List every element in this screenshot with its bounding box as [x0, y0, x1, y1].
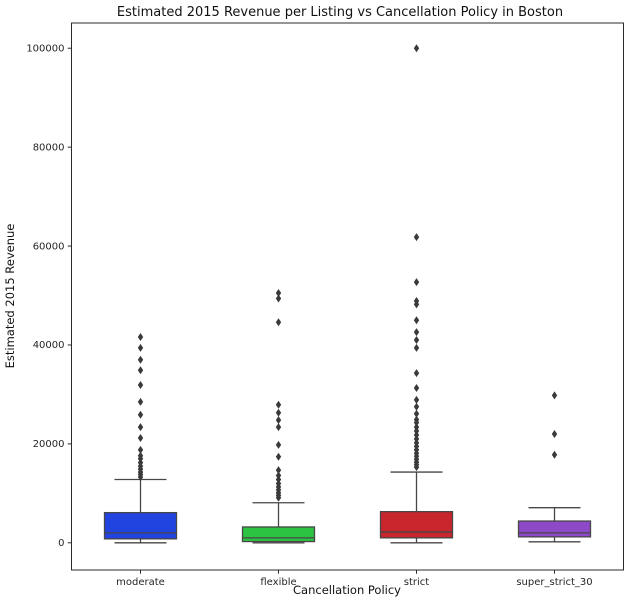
outlier-point-strict: [413, 402, 420, 411]
outlier-point-flexible: [275, 471, 282, 480]
x-tick-label-moderate: moderate: [116, 577, 165, 588]
outlier-point-super_strict_30: [551, 429, 558, 438]
outlier-point-moderate: [137, 381, 144, 390]
outlier-point-flexible: [275, 318, 282, 327]
y-tick-label: 80000: [33, 142, 65, 153]
outlier-point-moderate: [137, 451, 144, 460]
outlier-point-flexible: [275, 423, 282, 432]
outlier-point-strict: [413, 415, 420, 424]
outlier-point-flexible: [275, 416, 282, 425]
chart-title: Estimated 2015 Revenue per Listing vs Ca…: [117, 5, 563, 20]
x-axis-label: Cancellation Policy: [293, 583, 401, 597]
outlier-point-flexible: [275, 400, 282, 409]
outlier-point-strict: [413, 423, 420, 432]
outlier-point-moderate: [137, 355, 144, 364]
outlier-point-flexible: [275, 452, 282, 461]
outlier-point-strict: [413, 383, 420, 392]
outlier-point-strict: [413, 369, 420, 378]
outlier-point-moderate: [137, 410, 144, 419]
outlier-point-strict: [413, 296, 420, 305]
outlier-point-flexible: [275, 440, 282, 449]
outlier-point-flexible: [275, 466, 282, 475]
outlier-point-moderate: [137, 366, 144, 375]
outlier-point-strict: [413, 44, 420, 53]
x-tick-label-flexible: flexible: [260, 577, 296, 588]
outlier-point-super_strict_30: [551, 450, 558, 459]
outlier-point-super_strict_30: [551, 391, 558, 400]
box-flexible: [241, 526, 316, 543]
plot-area: 0 20000 40000 60000 80000 100000 moderate flexi…: [26, 22, 624, 588]
box-moderate: [103, 511, 178, 540]
y-tick-label: 100000: [26, 43, 64, 54]
outlier-point-strict: [413, 233, 420, 242]
x-tick-label-strict: strict: [404, 577, 430, 588]
outlier-point-flexible: [275, 408, 282, 417]
outlier-point-moderate: [137, 333, 144, 342]
x-tick-label-super_strict_30: super_strict_30: [516, 577, 592, 588]
outlier-point-strict: [413, 316, 420, 325]
outlier-point-strict: [413, 409, 420, 418]
y-tick-label: 60000: [33, 241, 65, 252]
outlier-point-strict: [413, 343, 420, 352]
outlier-point-flexible: [275, 289, 282, 298]
outlier-point-moderate: [137, 433, 144, 442]
outlier-point-strict: [413, 336, 420, 345]
box-super_strict_30: [517, 520, 592, 538]
box-strict: [379, 510, 454, 539]
outlier-point-moderate: [137, 423, 144, 432]
outlier-point-strict: [413, 278, 420, 287]
y-tick-label: 40000: [33, 340, 65, 351]
y-tick-label: 0: [58, 538, 64, 549]
outlier-point-moderate: [137, 445, 144, 454]
outlier-point-moderate: [137, 343, 144, 352]
outlier-point-flexible: [275, 294, 282, 303]
y-axis-label: Estimated 2015 Revenue: [3, 224, 17, 369]
y-tick-label: 20000: [33, 439, 65, 450]
outlier-point-moderate: [137, 397, 144, 406]
outlier-point-strict: [413, 395, 420, 404]
outlier-point-strict: [413, 328, 420, 337]
axes-frame: [71, 22, 624, 571]
